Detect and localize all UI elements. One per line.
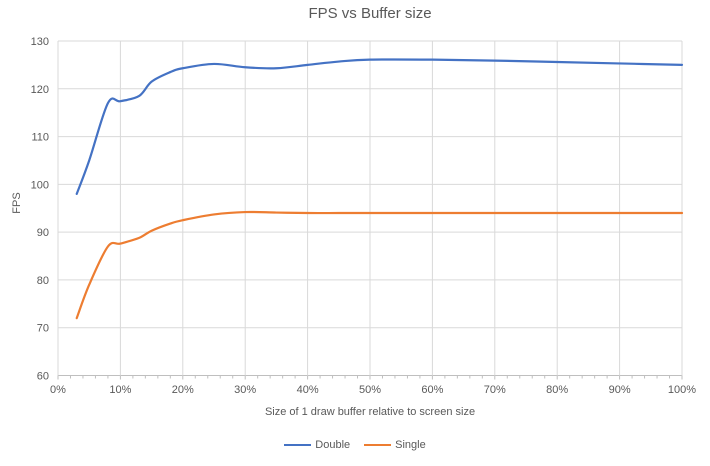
x-tick-label: 10% — [109, 384, 131, 396]
x-tick-label: 20% — [172, 384, 194, 396]
x-tick-label: 60% — [421, 384, 443, 396]
x-tick-label: 50% — [359, 384, 381, 396]
x-tick-label: 80% — [546, 384, 568, 396]
x-tick-label: 40% — [297, 384, 319, 396]
x-tick-label: 30% — [234, 384, 256, 396]
series-line-single[interactable] — [75, 210, 684, 320]
y-tick-label: 60 — [37, 371, 49, 383]
legend: Double Single — [0, 439, 710, 451]
x-axis-title: Size of 1 draw buffer relative to screen… — [264, 406, 476, 418]
y-axis-title: FPS — [11, 192, 23, 214]
legend-label-double: Double — [315, 439, 351, 451]
x-tick-label: 0% — [50, 384, 66, 396]
y-tick-label: 110 — [31, 132, 49, 144]
x-tick-label: 100% — [668, 384, 696, 396]
legend-item-single[interactable]: Single — [364, 439, 426, 451]
legend-item-double[interactable]: Double — [284, 439, 350, 451]
legend-line-swatch-double — [284, 444, 312, 446]
legend-label-single: Single — [395, 439, 426, 451]
y-tick-label: 90 — [37, 227, 49, 239]
y-tick-label: 100 — [31, 179, 49, 191]
y-tick-label: 80 — [37, 275, 49, 287]
y-tick-label: 130 — [31, 36, 49, 48]
x-tick-label: 90% — [609, 384, 631, 396]
legend-line-swatch-single — [364, 444, 392, 446]
chart-title: FPS vs Buffer size — [308, 5, 432, 22]
y-tick-label: 70 — [37, 323, 49, 335]
series-line-double[interactable] — [75, 58, 684, 196]
x-tick-label: 70% — [484, 384, 506, 396]
y-tick-label: 120 — [31, 84, 49, 96]
